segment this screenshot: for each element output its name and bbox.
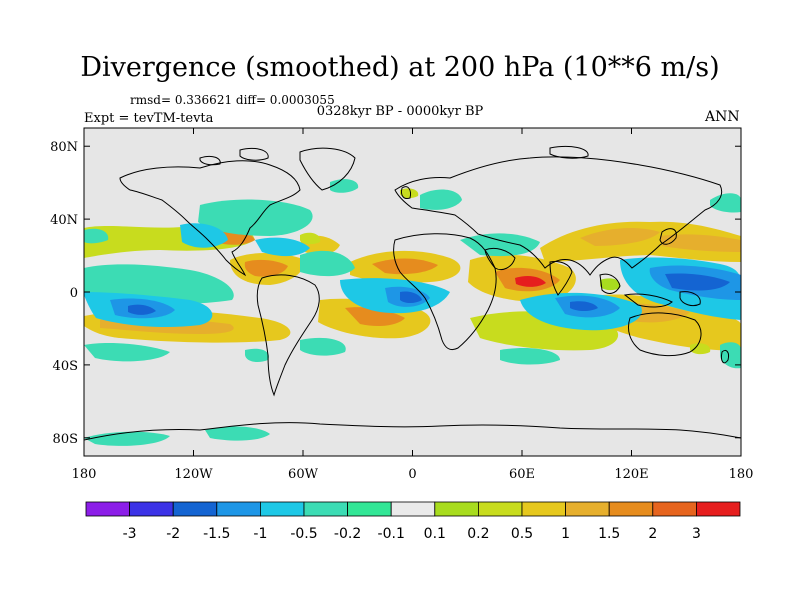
y-tick-label: 0 xyxy=(70,286,78,301)
colorbar-swatch xyxy=(259,501,305,517)
y-tick-label: 80S xyxy=(53,432,78,447)
x-axis: 180 120W 60W 0 60E 120E 180 xyxy=(72,128,754,482)
colorbar-label: -0.2 xyxy=(334,526,361,542)
colorbar-label: 1.5 xyxy=(598,526,620,542)
season-label: ANN xyxy=(705,109,740,125)
period-label: 0328kyr BP - 0000kyr BP xyxy=(316,104,484,119)
colorbar-label: 2 xyxy=(648,526,657,542)
colorbar-swatch xyxy=(303,501,348,517)
x-tick-label: 120E xyxy=(614,467,648,482)
x-tick-label: 0 xyxy=(408,467,416,482)
x-tick-label: 180 xyxy=(729,467,754,482)
y-tick-label: 40N xyxy=(50,213,78,228)
colorbar-swatch xyxy=(390,501,436,517)
experiment-label: Expt = tevTM-tevta xyxy=(84,111,214,126)
rmsd-diff-stats: rmsd= 0.336621 diff= 0.0003055 xyxy=(130,93,335,107)
colorbar-label: 3 xyxy=(692,526,701,542)
negative-anomalies xyxy=(84,179,741,446)
colorbar-swatch xyxy=(608,501,654,517)
plot-area xyxy=(84,128,741,456)
y-tick-label: 80N xyxy=(50,140,78,155)
colorbar-swatch xyxy=(129,501,174,517)
map-title: Divergence (smoothed) at 200 hPa (10**6 … xyxy=(80,52,720,83)
colorbar-label: 1 xyxy=(561,526,570,542)
colorbar-swatch xyxy=(172,501,218,517)
colorbar-label: 0.2 xyxy=(467,526,489,542)
colorbar-label: -2 xyxy=(166,526,180,542)
small-positive-patches xyxy=(300,188,711,355)
colorbar-swatch xyxy=(347,501,392,517)
colorbar-swatch xyxy=(85,501,130,517)
colorbar-swatch xyxy=(565,501,610,517)
colorbar-label: -0.5 xyxy=(290,526,317,542)
colorbar-swatch xyxy=(521,501,566,517)
colorbar: -3 -2 -1.5 -1 -0.5 -0.2 -0.1 0.1 0.2 0.5 1 1.5 2 3 xyxy=(85,501,741,542)
colorbar-swatch xyxy=(652,501,697,517)
x-tick-label: 60W xyxy=(288,467,319,482)
y-tick-label: 40S xyxy=(53,359,78,374)
x-tick-label: 120W xyxy=(174,467,213,482)
x-tick-label: 60E xyxy=(509,467,535,482)
colorbar-label: 0.1 xyxy=(424,526,446,542)
colorbar-label: -0.1 xyxy=(378,526,405,542)
colorbar-label: -1 xyxy=(253,526,267,542)
colorbar-swatch xyxy=(434,501,479,517)
colorbar-swatch xyxy=(216,501,261,517)
colorbar-label: -3 xyxy=(123,526,137,542)
colorbar-swatch xyxy=(696,501,741,517)
colorbar-swatch xyxy=(477,501,523,517)
colorbar-label: -1.5 xyxy=(203,526,230,542)
coastlines xyxy=(84,145,741,441)
x-tick-label: 180 xyxy=(72,467,97,482)
colorbar-label: 0.5 xyxy=(511,526,533,542)
y-axis: 80N 40N 0 40S 80S xyxy=(50,140,741,447)
